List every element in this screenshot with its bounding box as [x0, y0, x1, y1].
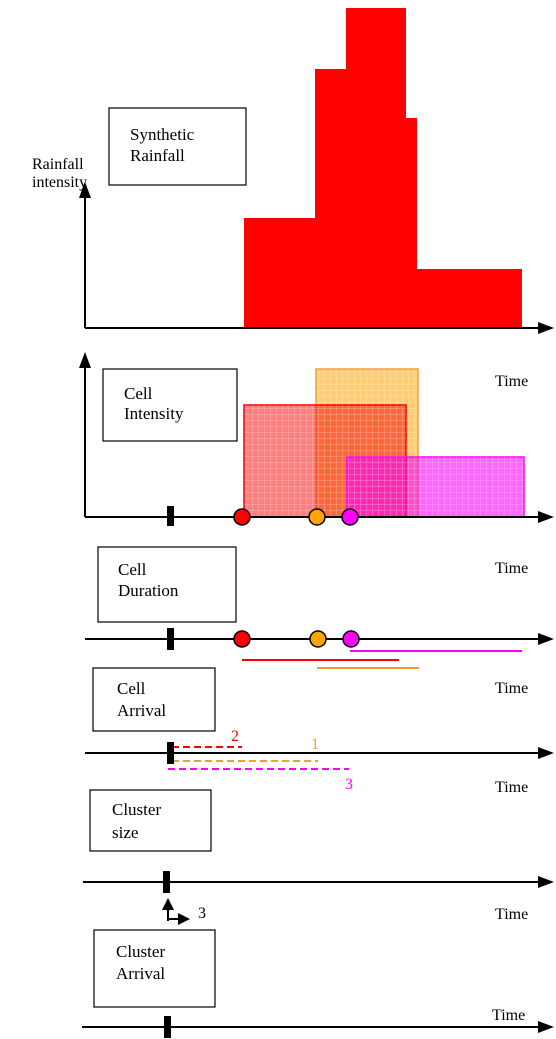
time-label: Time — [495, 560, 528, 577]
cell-duration-label: Duration — [118, 581, 179, 600]
cell-duration-label: Cell — [118, 560, 147, 579]
intensity-y-axis-arrow — [79, 352, 91, 368]
cluster-origin-tick — [167, 628, 174, 650]
cluster-size-panel: Cluster size 3 Time — [83, 789, 554, 925]
cluster-count-label: 3 — [198, 905, 206, 922]
cell-number-1: 1 — [311, 736, 319, 753]
cluster-arrival-panel: Cluster Arrival Time — [82, 929, 554, 1038]
right-arrow-icon — [178, 913, 190, 925]
cell-intensity-label: Cell — [124, 384, 153, 403]
cluster-size-box — [89, 789, 212, 852]
cluster-origin-tick — [167, 506, 174, 526]
cell-intensity-box — [102, 368, 238, 442]
cell-duration-panel: Cell Duration Time — [85, 546, 554, 669]
cell-start-marker-1 — [309, 630, 327, 648]
up-arrow-icon — [162, 898, 174, 910]
cluster-origin-tick — [164, 1016, 171, 1038]
time-label: Time — [495, 906, 528, 923]
intensity-x-axis-arrow — [538, 511, 554, 523]
synthetic-rainfall-label: Synthetic — [130, 125, 195, 144]
cell-arrival-panel: Cell Arrival Time 2 1 3 Time — [85, 667, 554, 796]
cluster-size-label: Cluster — [112, 800, 161, 819]
time-label: Time — [495, 373, 528, 390]
time-label: Time — [492, 1007, 525, 1024]
time-label: Time — [495, 779, 528, 796]
cell-arrival-label: Cell — [117, 679, 146, 698]
duration-x-axis-arrow — [538, 633, 554, 645]
cell-start-marker-2 — [233, 508, 251, 526]
cluster-arrival-box — [93, 929, 216, 1008]
arrival-x-axis-arrow — [538, 747, 554, 759]
synthetic-rainfall-panel: Synthetic Rainfall Rainfall intensity — [32, 8, 554, 334]
rainfall-hyetograph — [244, 8, 522, 328]
synthetic-rainfall-box — [108, 107, 247, 186]
cell-intensity-panel: Time Cell Intensity — [79, 352, 554, 526]
rainfall-bar — [315, 69, 347, 328]
cluster-origin-tick — [163, 871, 170, 893]
cell-number-2: 2 — [231, 728, 239, 745]
rainfall-y-axis-arrow — [79, 182, 91, 198]
cell-start-marker-2 — [233, 630, 251, 648]
rainfall-intensity-label: Rainfall — [32, 156, 84, 173]
rainfall-bar — [244, 218, 316, 328]
cell-arrival-label: Arrival — [117, 701, 166, 720]
cell-start-marker-3 — [342, 630, 360, 648]
cluster-origin-tick — [167, 742, 174, 764]
cluster-arrival-label: Cluster — [116, 942, 165, 961]
cell-arrival-box — [92, 667, 216, 732]
cluster-size-label: size — [112, 823, 138, 842]
cell-intensity-label: Intensity — [124, 404, 184, 423]
time-label: Time — [495, 680, 528, 697]
cluster-arrival-label: Arrival — [116, 964, 165, 983]
rainfall-bar — [346, 8, 406, 328]
cell-number-3: 3 — [345, 776, 353, 793]
cell-rectangle-3 — [346, 456, 525, 518]
cell-start-marker-3 — [341, 508, 359, 526]
rainfall-bar — [416, 269, 522, 328]
rainfall-x-axis-arrow — [538, 322, 554, 334]
cell-start-marker-1 — [308, 508, 326, 526]
synthetic-rainfall-label: Rainfall — [130, 146, 185, 165]
cluster-size-x-axis-arrow — [538, 876, 554, 888]
cluster-arrival-x-axis-arrow — [538, 1021, 554, 1033]
rainfall-intensity-label: intensity — [32, 174, 87, 191]
cell-duration-box — [97, 546, 237, 623]
rainfall-bar — [405, 118, 417, 328]
